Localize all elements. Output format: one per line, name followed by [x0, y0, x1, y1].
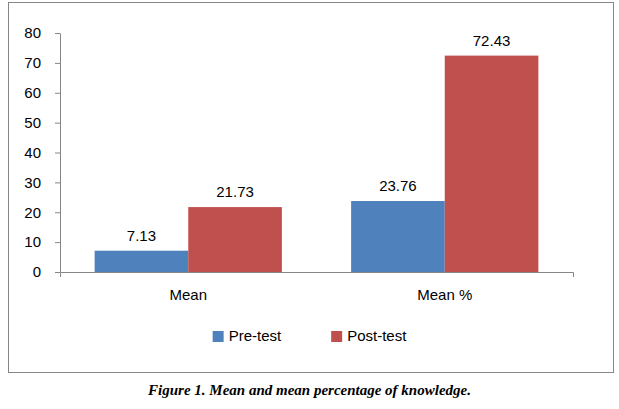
- y-tick-mark: [55, 272, 60, 273]
- y-tick-label: 30: [24, 174, 41, 191]
- y-tick-label: 60: [24, 84, 41, 101]
- data-label: 7.13: [127, 227, 156, 244]
- legend-item: Post-test: [331, 327, 407, 344]
- y-tick: 40: [24, 144, 60, 161]
- legend-label: Pre-test: [229, 327, 282, 344]
- y-tick: 80: [24, 24, 60, 41]
- bar: [445, 56, 539, 272]
- legend-swatch: [213, 331, 224, 342]
- y-tick-mark: [55, 153, 60, 154]
- y-axis-line: [60, 34, 61, 273]
- y-tick-mark: [55, 182, 60, 183]
- y-tick-label: 40: [24, 144, 41, 161]
- y-tick-mark: [55, 93, 60, 94]
- legend-swatch: [331, 331, 342, 342]
- x-tick: Mean %: [417, 272, 472, 303]
- bars: [95, 56, 539, 272]
- y-tick-label: 70: [24, 54, 41, 71]
- bar: [95, 251, 189, 272]
- legend-item: Pre-test: [213, 327, 282, 344]
- y-tick: 10: [24, 233, 60, 250]
- title: Figure 1. Mean and mean percentage of kn…: [147, 382, 471, 398]
- y-tick: 70: [24, 54, 60, 71]
- x-axis: Mean Mean %: [61, 272, 574, 303]
- chart: 0 10 20 30 40 50 60 70 80 Mean Mean % 7.13 23.76 21.7…: [0, 0, 619, 409]
- data-label: 23.76: [379, 177, 417, 194]
- y-tick: 30: [24, 174, 60, 191]
- x-tick-label: Mean %: [417, 286, 472, 303]
- x-axis-line: [61, 273, 574, 278]
- y-tick: 20: [24, 204, 60, 221]
- y-tick-label: 50: [24, 114, 41, 131]
- legend: Pre-test Post-test: [213, 327, 408, 344]
- x-tick: Mean: [169, 272, 207, 303]
- y-tick: 60: [24, 84, 60, 101]
- y-tick-label: 80: [24, 24, 41, 41]
- y-tick: 0: [33, 263, 60, 280]
- y-tick-mark: [55, 212, 60, 213]
- bar: [351, 201, 445, 272]
- y-tick-mark: [55, 242, 60, 243]
- x-tick-label: Mean: [169, 286, 207, 303]
- y-tick-label: 10: [24, 233, 41, 250]
- y-tick-mark: [55, 123, 60, 124]
- y-tick-label: 20: [24, 204, 41, 221]
- bar: [188, 207, 282, 272]
- chart-frame: [9, 3, 614, 373]
- data-label: 21.73: [216, 183, 254, 200]
- y-tick: 50: [24, 114, 60, 131]
- y-tick-mark: [55, 33, 60, 34]
- y-axis: 0 10 20 30 40 50 60 70 80: [24, 24, 60, 280]
- y-tick-label: 0: [33, 263, 41, 280]
- y-tick-mark: [55, 63, 60, 64]
- data-labels: 7.13 23.76 21.73 72.43: [127, 32, 510, 244]
- data-label: 72.43: [473, 32, 511, 49]
- legend-label: Post-test: [347, 327, 407, 344]
